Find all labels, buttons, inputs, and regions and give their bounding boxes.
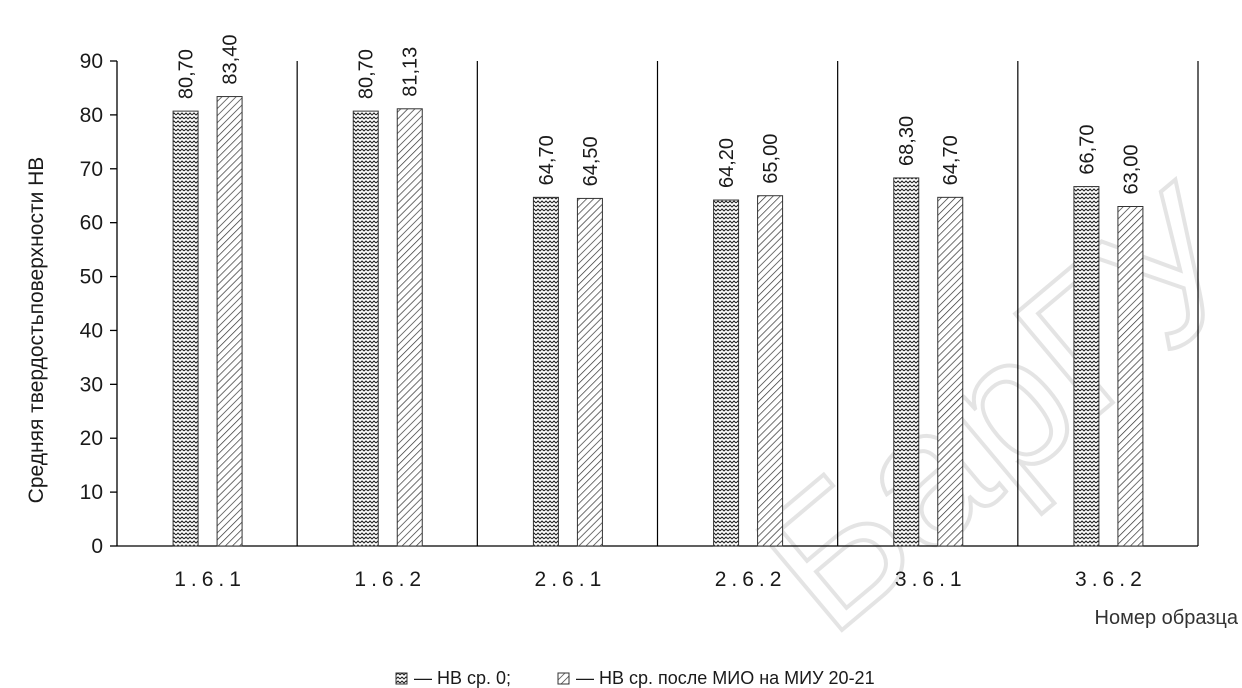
legend-label-series-1: — HB ср. 0;	[414, 668, 511, 688]
legend-label-series-2: — HB ср. после МИО на МИУ 20-21	[576, 668, 875, 688]
x-tick-label: 1.6.2	[354, 568, 426, 591]
x-tick-label: 3.6.2	[1075, 568, 1147, 591]
bar-series-1	[532, 196, 559, 547]
y-tick-label: 40	[80, 319, 103, 342]
bar-series-2	[576, 197, 603, 547]
data-label-series-1: 64,20	[716, 138, 738, 188]
y-tick-label: 90	[80, 50, 103, 73]
bar-series-1	[172, 110, 199, 547]
bar-series-2	[216, 96, 243, 547]
legend: — HB ср. 0; — HB ср. после МИО на МИУ 20…	[395, 668, 875, 688]
bar-series-1	[893, 177, 920, 547]
data-label-series-1: 66,70	[1076, 124, 1098, 174]
bar-series-1	[713, 199, 740, 547]
y-tick-label: 10	[80, 481, 103, 504]
data-label-series-1: 80,70	[356, 49, 378, 99]
bar-series-1	[352, 110, 379, 547]
plot-area: 0 10 20 30 40 50 60 70 80 90 80,70 83,40 1.6.1 80,70 8…	[80, 35, 1199, 591]
y-tick-label: 70	[80, 158, 103, 181]
data-label-series-2: 65,00	[760, 134, 782, 184]
bar-series-2	[937, 196, 964, 547]
legend-swatch-series-1	[395, 672, 408, 685]
data-label-series-2: 64,70	[940, 135, 962, 185]
x-tick-label: 1.6.1	[174, 568, 246, 591]
data-label-series-1: 64,70	[536, 135, 558, 185]
legend-item-series-2: — HB ср. после МИО на МИУ 20-21	[557, 668, 875, 688]
y-tick-label: 0	[91, 535, 103, 558]
data-label-series-2: 81,13	[400, 47, 422, 97]
y-axis-label: Средняя твердостьповерхности HB	[25, 157, 48, 504]
y-tick-label: 30	[80, 373, 103, 396]
legend-swatch-series-2	[557, 672, 570, 685]
x-tick-label: 3.6.1	[895, 568, 967, 591]
data-label-series-2: 64,50	[580, 136, 602, 186]
bar-series-2	[757, 195, 784, 547]
bar-series-2	[396, 108, 423, 547]
y-tick-label: 60	[80, 212, 103, 235]
x-tick-label: 2.6.2	[715, 568, 787, 591]
x-axis-label: Номер образца	[1095, 607, 1239, 629]
data-label-series-2: 63,00	[1120, 144, 1142, 194]
y-tick-label: 80	[80, 104, 103, 127]
data-label-series-2: 83,40	[220, 35, 242, 85]
watermark: БарГУ	[718, 146, 1242, 673]
bar-series-2	[1117, 206, 1144, 547]
data-label-series-1: 80,70	[176, 49, 198, 99]
y-tick-label: 50	[80, 266, 103, 289]
watermark-text: БарГУ	[720, 148, 1242, 671]
bar-series-1	[1073, 186, 1100, 547]
data-label-series-1: 68,30	[896, 116, 918, 166]
legend-item-series-1: — HB ср. 0;	[395, 668, 511, 688]
x-tick-label: 2.6.1	[535, 568, 607, 591]
y-tick-label: 20	[80, 427, 103, 450]
